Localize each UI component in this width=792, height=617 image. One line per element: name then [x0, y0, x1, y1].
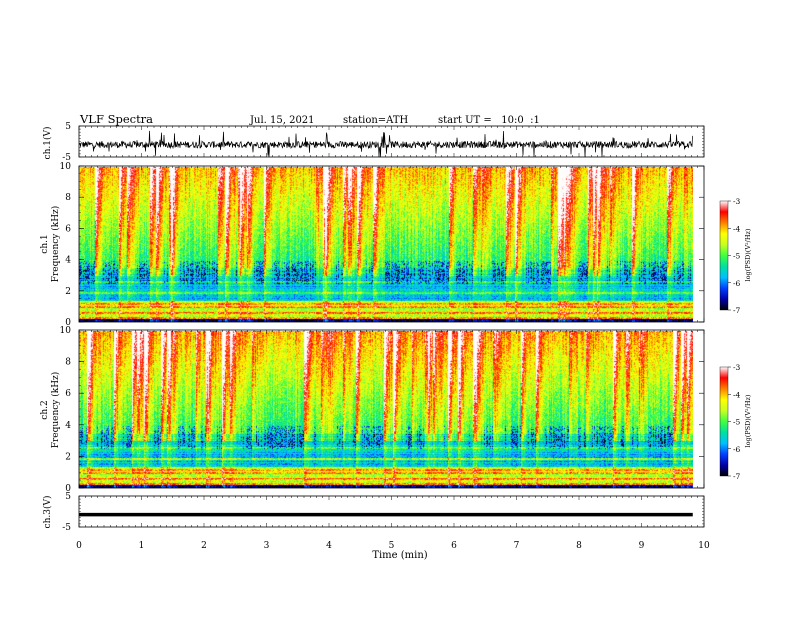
ch1-colorbar-tick-label: -6 — [733, 279, 741, 288]
ch1-voltage-axis-label: ch.1(V) — [42, 127, 53, 160]
ch2-colorbar-tick-label: -7 — [733, 472, 741, 481]
ch1-waveform-y-tick-label: 5 — [65, 122, 71, 132]
date-label: Jul. 15, 2021 — [249, 115, 315, 126]
ch1-spectrogram-image — [79, 167, 693, 322]
ch2-spectrogram-y-tick-label: 10 — [60, 326, 72, 336]
ch2-spectrogram-y-tick-label: 0 — [65, 484, 71, 494]
ch1-waveform-y-tick-label: -5 — [62, 153, 71, 163]
ch3-waveform-y-tick-label: -5 — [62, 523, 71, 533]
ch1-colorbar-tick-label: -5 — [733, 252, 741, 261]
ch1-waveform-frame — [78, 125, 705, 158]
ch1-spectrogram-y-tick-label: 4 — [65, 256, 71, 266]
x-tick-label: 10 — [698, 541, 710, 551]
ch1-colorbar-tick-label: -7 — [733, 306, 741, 315]
ch1-colorbar-frame — [719, 200, 729, 311]
ch2-spectrogram-y-tick-label: 8 — [65, 358, 71, 368]
x-tick-label: 4 — [326, 541, 332, 551]
ch2-spectrogram-image — [79, 331, 693, 488]
ch2-spectrogram-y-tick-label: 6 — [65, 389, 71, 399]
ch1-colorbar — [720, 201, 728, 310]
ch1-colorbar-tick-label: -3 — [733, 197, 741, 206]
ch1-colorbar-label: log(PSD)(V²/Hz) — [744, 228, 752, 281]
station-label: station=ATH — [343, 115, 409, 126]
ch3-waveform-frame — [78, 495, 705, 528]
ch2-colorbar-tick-label: -6 — [733, 445, 741, 454]
ch2-channel-label: ch.2 — [40, 400, 50, 419]
x-tick-label: 9 — [639, 541, 645, 551]
x-axis-label: Time (min) — [372, 550, 427, 561]
ch3-voltage-axis-label: ch.3(V) — [42, 496, 53, 529]
ch2-colorbar-tick-label: -5 — [733, 418, 741, 427]
ch2-frequency-axis-label: Frequency (kHz) — [50, 372, 61, 449]
ch1-spectrogram-y-tick-label: 0 — [65, 318, 71, 328]
ch1-spectrogram-y-tick-label: 2 — [65, 287, 71, 297]
ch1-spectrogram-y-tick-label: 8 — [65, 193, 71, 203]
x-tick-label: 5 — [389, 541, 395, 551]
ch2-spectrogram-y-tick-label: 4 — [65, 421, 71, 431]
x-tick-label: 8 — [576, 541, 582, 551]
ch2-spectrogram-y-tick-label: 2 — [65, 452, 71, 462]
ch3-waveform-y-tick-label: 5 — [65, 492, 71, 502]
x-tick-label: 6 — [451, 541, 457, 551]
ch2-colorbar-tick-label: -3 — [733, 363, 741, 372]
ch2-colorbar-frame — [719, 366, 729, 477]
ch2-colorbar — [720, 367, 728, 476]
ch1-spectrogram-y-tick-label: 10 — [60, 162, 72, 172]
x-tick-label: 1 — [139, 541, 145, 551]
x-tick-label: 3 — [264, 541, 270, 551]
x-tick-label: 0 — [76, 541, 82, 551]
ch1-colorbar-tick-label: -4 — [733, 224, 741, 233]
start-ut-label: start UT = 10:0 :1 — [438, 115, 540, 126]
chart-title: VLF Spectra — [79, 112, 153, 126]
x-tick-label: 7 — [514, 541, 520, 551]
ch2-colorbar-tick-label: -4 — [733, 390, 741, 399]
ch1-waveform-line — [78, 130, 693, 158]
ch2-colorbar-label: log(PSD)(V²/Hz) — [744, 394, 752, 447]
x-tick-label: 2 — [201, 541, 207, 551]
ch1-frequency-axis-label: Frequency (kHz) — [50, 206, 61, 283]
ch1-channel-label: ch.1 — [40, 234, 50, 253]
ch1-spectrogram-y-tick-label: 6 — [65, 224, 71, 234]
